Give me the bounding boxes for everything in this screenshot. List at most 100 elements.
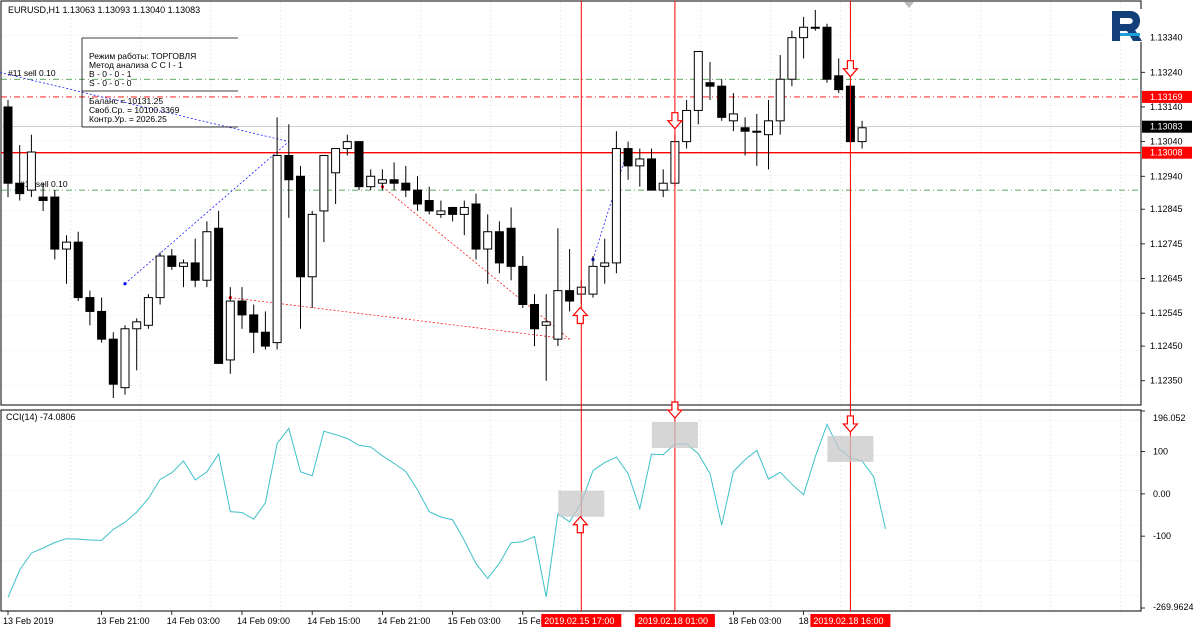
candles <box>3 9 867 399</box>
info-panel: Режим работы: ТОРГОВЛЯ Метод анализа С С… <box>81 37 238 128</box>
bull-candle <box>611 148 621 264</box>
bear-candle <box>97 310 107 340</box>
bull-candle <box>588 265 598 295</box>
trade-line <box>0 72 289 142</box>
bear-candle <box>284 154 294 181</box>
cci-tick-label: 0.00 <box>1153 489 1171 499</box>
bear-candle <box>494 231 504 264</box>
bear-candle <box>296 175 305 278</box>
bull-candle <box>331 148 341 174</box>
bear-candle <box>38 196 48 202</box>
bull-candle <box>62 241 71 250</box>
signal-layer <box>558 1 874 611</box>
time-highlight-label: 2019.02.18 16:00 <box>813 616 883 626</box>
bull-candle <box>764 120 773 136</box>
bear-candle <box>424 200 434 212</box>
time-highlight-label: 2019.02.15 17:00 <box>544 616 614 626</box>
bear-candle <box>471 203 481 250</box>
buy-counts-line: B - 0 - 0 - 1 <box>89 69 132 79</box>
bear-candle <box>354 141 364 188</box>
cci-panel-border <box>0 409 1142 612</box>
bull-candle <box>377 179 387 184</box>
order-label: #11 sell 0.10 <box>8 68 56 78</box>
bear-candle <box>530 304 539 330</box>
price-tick-label: 1.12645 <box>1150 274 1183 284</box>
cci-axis: 196.052 100 0.00 -100 -269.9624 <box>1141 410 1194 612</box>
price-tick-label: 1.12745 <box>1150 239 1183 249</box>
scroll-marker-icon[interactable] <box>904 2 914 8</box>
cci-layer <box>7 423 886 598</box>
bear-candle <box>834 75 844 91</box>
bull-candle <box>658 182 668 191</box>
bear-candle <box>260 331 270 347</box>
bear-candle <box>15 182 25 195</box>
price-marker-box <box>1142 90 1192 103</box>
time-tick-label: 14 Feb 09:00 <box>237 616 290 626</box>
control-level-line: Контр.Ур. = 2026.25 <box>89 114 167 124</box>
cci-tick-label: 100 <box>1153 447 1168 457</box>
bear-candle <box>506 227 516 267</box>
bull-candle <box>143 297 153 326</box>
mode-line: Режим работы: ТОРГОВЛЯ <box>89 51 196 61</box>
bull-candle <box>857 127 867 143</box>
cci-tick-label: -269.9624 <box>1153 602 1194 612</box>
time-tick-label: 13 Feb 21:00 <box>97 616 150 626</box>
price-marker-label: 1.13083 <box>1150 122 1183 132</box>
bear-candle <box>249 314 259 333</box>
bull-candle <box>799 26 809 39</box>
bear-candle <box>190 262 200 281</box>
bear-candle <box>647 158 656 191</box>
bull-candle <box>366 175 376 188</box>
order-lines: #11 sell 0.10 #11 sell 0.10 <box>1 68 1141 191</box>
bull-candle <box>26 151 36 191</box>
order-label: #11 sell 0.10 <box>20 179 68 189</box>
bear-candle <box>237 300 247 316</box>
cci-tick-label: -100 <box>1153 531 1171 541</box>
bull-candle <box>553 290 563 340</box>
bull-candle <box>342 141 352 150</box>
price-tick-label: 1.13040 <box>1150 137 1183 147</box>
signal-zone <box>651 421 698 448</box>
price-marker-label: 1.13008 <box>1150 148 1183 158</box>
price-grid <box>1 1 1141 405</box>
bull-candle <box>202 231 212 281</box>
bull-candle <box>752 130 762 133</box>
time-tick-label: 18 Feb 03:00 <box>728 616 781 626</box>
bear-candle <box>705 82 715 87</box>
time-tick-label: 14 Feb 15:00 <box>307 616 360 626</box>
bear-candle <box>565 290 575 302</box>
bear-candle <box>401 182 411 191</box>
bull-candle <box>179 262 188 267</box>
signal-zone <box>827 435 874 462</box>
trade-lines <box>0 72 629 340</box>
sell-arrow-icon <box>842 415 859 433</box>
bull-candle <box>728 113 738 122</box>
price-tick-label: 1.12350 <box>1150 376 1183 386</box>
sell-arrow-icon <box>842 60 859 78</box>
buy-arrow-icon <box>571 515 589 534</box>
bear-candle <box>85 297 95 312</box>
buy-arrow-icon <box>571 306 589 325</box>
time-tick-label: 14 Feb 03:00 <box>167 616 220 626</box>
time-highlight-box <box>810 614 891 627</box>
bull-candle <box>459 206 469 215</box>
trade-point <box>123 282 127 286</box>
price-tick-label: 1.13140 <box>1150 102 1183 112</box>
price-axis: 1.13340 1.13240 1.13140 1.13040 1.12940 1.128… <box>1141 33 1192 386</box>
sell-counts-line: S - 0 - 0 - 0 <box>89 78 132 88</box>
bull-candle <box>787 37 797 80</box>
price-tick-label: 1.13240 <box>1150 67 1183 77</box>
method-line: Метод анализа С С I - 1 <box>89 60 183 70</box>
bear-candle <box>167 255 177 267</box>
price-marker-label: 1.13169 <box>1150 92 1183 102</box>
bull-candle <box>600 262 610 267</box>
time-highlight-box <box>541 614 622 627</box>
cci-tick-label: 196.052 <box>1153 413 1186 423</box>
bull-candle <box>225 300 235 361</box>
bull-candle <box>483 231 493 250</box>
bull-candle <box>307 213 317 278</box>
bear-candle <box>822 26 832 80</box>
time-highlight-label: 2019.02.18 01:00 <box>638 616 708 626</box>
symbol-header: EURUSD,H1 1.13063 1.13093 1.13040 1.1308… <box>8 5 200 15</box>
time-tick-label: 14 Feb 21:00 <box>377 616 430 626</box>
